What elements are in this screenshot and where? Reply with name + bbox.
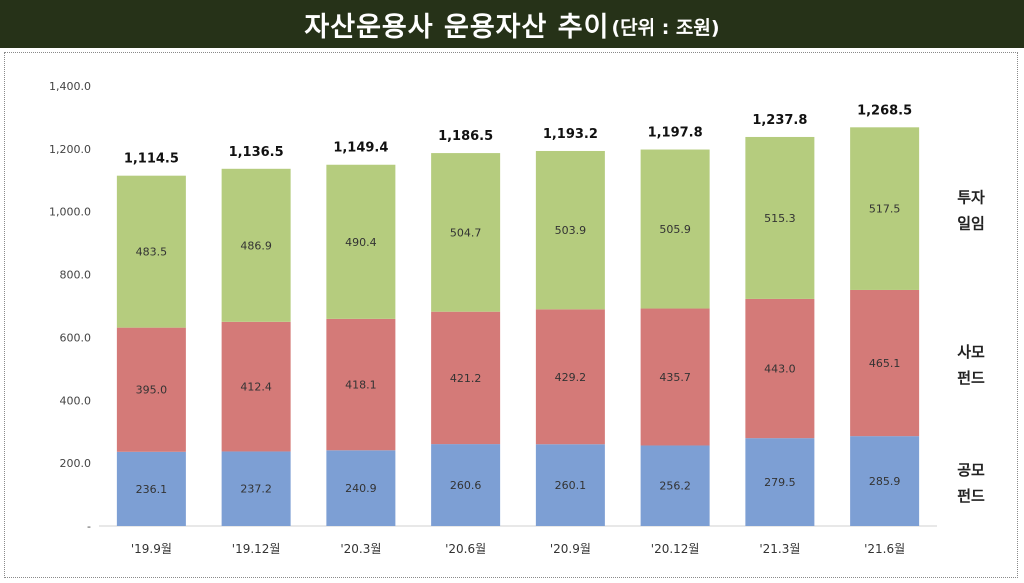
total-label: 1,197.8: [648, 126, 703, 141]
total-label: 1,136.5: [229, 145, 284, 160]
value-label: 435.7: [659, 371, 691, 384]
bar-segment: [116, 451, 186, 526]
bar-segment: [326, 164, 396, 319]
value-label: 503.9: [555, 224, 587, 237]
value-label: 421.2: [450, 372, 482, 385]
bar-segment: [535, 150, 605, 310]
bar-segment: [745, 298, 815, 439]
total-label: 1,193.2: [543, 127, 598, 142]
bar-segment: [221, 168, 291, 322]
value-label: 260.6: [450, 479, 482, 492]
value-label: 505.9: [659, 223, 691, 236]
bar-segment: [431, 153, 501, 312]
bar-segment: [116, 327, 186, 452]
value-label: 515.3: [764, 212, 796, 225]
chart-unit: (단위 : 조원): [611, 16, 720, 39]
value-label: 483.5: [136, 246, 168, 259]
total-label: 1,186.5: [438, 129, 493, 144]
total-label: 1,268.5: [857, 103, 912, 118]
bar-segment: [850, 436, 920, 526]
x-tick-label: '20.6월: [445, 542, 486, 556]
value-label: 412.4: [240, 381, 272, 394]
bar-segment: [640, 149, 710, 309]
y-tick-label: 600.0: [60, 331, 92, 344]
y-tick-label: 1,000.0: [49, 206, 91, 219]
value-label: 285.9: [869, 475, 901, 488]
y-tick-label: -: [87, 520, 91, 533]
chart-title-bar: 자산운용사 운용자산 추이 (단위 : 조원): [0, 0, 1024, 48]
value-label: 486.9: [240, 239, 272, 252]
series-label: 일임: [957, 215, 985, 233]
x-tick-label: '21.3월: [759, 542, 800, 556]
value-label: 504.7: [450, 226, 482, 239]
bar-segment: [221, 451, 291, 526]
value-label: 256.2: [659, 480, 691, 493]
value-label: 490.4: [345, 236, 377, 249]
stacked-bar-chart: - 200.0 400.0 600.0 800.0 1,000.0 1,200.0 1,400…: [49, 80, 985, 556]
bar-segment: [850, 289, 920, 437]
value-label: 429.2: [555, 371, 587, 384]
x-tick-label: '20.9월: [550, 542, 591, 556]
total-label: 1,237.8: [752, 113, 807, 128]
bar-segment: [326, 450, 396, 526]
value-label: 279.5: [764, 476, 796, 489]
x-tick-label: '20.3월: [340, 542, 381, 556]
y-tick-label: 400.0: [60, 394, 92, 407]
y-tick-label: 800.0: [60, 269, 92, 282]
bar-segment: [535, 309, 605, 445]
bar-segment: [850, 127, 920, 290]
value-label: 418.1: [345, 379, 377, 392]
series-label: 펀드: [957, 369, 985, 387]
y-tick-label: 1,200.0: [49, 143, 91, 156]
x-tick-label: '19.9월: [131, 542, 172, 556]
y-tick-label: 1,400.0: [49, 80, 91, 93]
chart-frame: - 200.0 400.0 600.0 800.0 1,000.0 1,200.0 1,400…: [4, 52, 1018, 578]
total-label: 1,114.5: [124, 152, 179, 167]
value-label: 237.2: [240, 483, 272, 496]
bar-segment: [431, 444, 501, 526]
bar-segment: [640, 308, 710, 446]
total-label: 1,149.4: [333, 141, 388, 156]
x-tick-label: '20.12월: [651, 542, 700, 556]
x-tick-label: '19.12월: [232, 542, 281, 556]
y-tick-label: 200.0: [60, 457, 92, 470]
bar-segment: [431, 311, 501, 445]
bar-segment: [640, 445, 710, 526]
bar-segment: [326, 318, 396, 451]
value-label: 465.1: [869, 357, 901, 370]
bar-segment: [745, 438, 815, 526]
bar-segment: [535, 444, 605, 526]
series-label: 사모: [957, 343, 985, 361]
bar-segment: [745, 136, 815, 299]
series-label: 펀드: [957, 487, 985, 505]
value-label: 240.9: [345, 482, 377, 495]
bar-segment: [221, 321, 291, 452]
x-tick-label: '21.6월: [864, 542, 905, 556]
series-label: 공모: [957, 461, 985, 479]
value-label: 517.5: [869, 203, 901, 216]
value-label: 236.1: [136, 483, 168, 496]
value-label: 395.0: [136, 384, 168, 397]
value-label: 443.0: [764, 363, 796, 376]
bar-segment: [116, 175, 186, 328]
chart-title: 자산운용사 운용자산 추이: [304, 11, 610, 43]
series-label: 투자: [957, 189, 985, 207]
value-label: 260.1: [555, 479, 587, 492]
